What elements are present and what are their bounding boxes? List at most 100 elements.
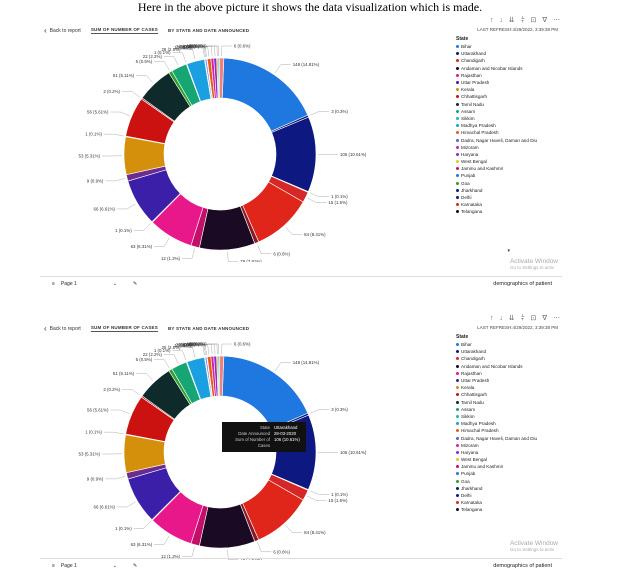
legend-swatch bbox=[456, 66, 459, 70]
legend-item[interactable]: Kerala bbox=[456, 86, 556, 93]
legend-swatch bbox=[456, 52, 459, 56]
back-to-report-button[interactable]: ‹ Back to report bbox=[44, 26, 81, 35]
tab-sum-cases[interactable]: SUM OF NUMBER OF CASES bbox=[90, 27, 158, 34]
data-label: 5 (0.5%) bbox=[179, 342, 196, 347]
label-leader-line bbox=[154, 61, 170, 71]
legend-item[interactable]: Jammu and Kashmir bbox=[456, 463, 556, 470]
legend-item[interactable]: Goa bbox=[456, 180, 556, 187]
label-leader-line bbox=[182, 248, 195, 259]
data-label: 56 (5.61%) bbox=[87, 110, 109, 115]
visual-toolbar[interactable]: ↑ ↓ ⇊ ⫩ ⊡ ∇ ⋯ bbox=[489, 17, 562, 24]
tooltip-value: 28-03-2020 bbox=[274, 431, 296, 436]
label-leader-line bbox=[285, 226, 303, 235]
legend-label: Chhattisgarh bbox=[461, 94, 488, 100]
data-label: 63 (6.31%) bbox=[131, 542, 153, 547]
legend-item[interactable]: Haryana bbox=[456, 449, 556, 456]
legend-item[interactable]: Tamil Nadu bbox=[456, 399, 556, 406]
legend-item[interactable]: Rajasthan bbox=[456, 72, 556, 79]
legend-item[interactable]: Telangana bbox=[456, 208, 556, 215]
legend-item[interactable]: Jammu and Kashmir bbox=[456, 165, 556, 172]
legend-item[interactable]: Karnataka bbox=[456, 201, 556, 208]
tab-sum-cases[interactable]: SUM OF NUMBER OF CASES bbox=[90, 325, 158, 332]
tab-by-state-date[interactable]: BY STATE AND DATE ANNOUNCED bbox=[167, 326, 250, 331]
legend-item[interactable]: Sikkim bbox=[456, 413, 556, 420]
donut-slice[interactable] bbox=[221, 57, 309, 132]
tab-by-state-date[interactable]: BY STATE AND DATE ANNOUNCED bbox=[167, 28, 250, 33]
legend-item[interactable]: Assam bbox=[456, 108, 556, 115]
data-label: 6 (0.6%) bbox=[234, 342, 251, 347]
legend-item[interactable]: Punjab bbox=[456, 470, 556, 477]
watermark-text: Activate Window bbox=[509, 258, 558, 265]
legend-item[interactable]: Dadra, Nagar Haveli, Daman and Diu bbox=[456, 434, 556, 441]
legend-item[interactable]: Madhya Pradesh bbox=[456, 420, 556, 427]
legend-item[interactable]: Karnataka bbox=[456, 499, 556, 506]
label-leader-line bbox=[163, 56, 179, 66]
donut-slice[interactable] bbox=[219, 355, 225, 397]
legend-item[interactable]: Punjab bbox=[456, 172, 556, 179]
legend-item[interactable]: Chandigarh bbox=[456, 355, 556, 362]
donut-slice[interactable] bbox=[219, 57, 225, 99]
legend-item[interactable]: Uttar Pradesh bbox=[456, 377, 556, 384]
back-label: Back to report bbox=[49, 27, 81, 34]
legend-label: Madhya Pradesh bbox=[461, 421, 496, 427]
legend-item[interactable]: Himachal Pradesh bbox=[456, 427, 556, 434]
legend-item[interactable]: Dadra, Nagar Haveli, Daman and Diu bbox=[456, 136, 556, 143]
legend-item[interactable]: Rajasthan bbox=[456, 370, 556, 377]
data-label: 66 (6.61%) bbox=[94, 206, 116, 211]
pin-icon[interactable]: ✎ bbox=[132, 563, 138, 569]
legend-more-icon[interactable]: ▾ bbox=[507, 248, 510, 254]
page-tab-name[interactable]: demographics of patient bbox=[493, 281, 552, 287]
watermark-text: Activate Window bbox=[509, 540, 558, 547]
legend-item[interactable]: Chandigarh bbox=[456, 57, 556, 64]
legend-item[interactable]: West Bengal bbox=[456, 456, 556, 463]
legend-swatch bbox=[456, 131, 459, 135]
data-label: 53 (5.31%) bbox=[79, 451, 101, 456]
label-leader-line bbox=[172, 350, 187, 361]
legend-item[interactable]: Telangana bbox=[456, 506, 556, 513]
legend-item[interactable]: Sikkim bbox=[456, 115, 556, 122]
legend-item[interactable]: Jharkhand bbox=[456, 485, 556, 492]
legend-item[interactable]: Mizoram bbox=[456, 144, 556, 151]
pin-icon[interactable]: ✎ bbox=[132, 281, 138, 287]
back-to-report-button[interactable]: ‹ Back to report bbox=[44, 324, 81, 333]
legend-item[interactable]: Uttarakhand bbox=[456, 50, 556, 57]
legend-item[interactable]: Himachal Pradesh bbox=[456, 129, 556, 136]
page-selector[interactable]: ≡ Page 1 ⌄ ✎ bbox=[52, 281, 137, 287]
legend-item[interactable]: Uttarakhand bbox=[456, 348, 556, 355]
legend-item[interactable]: Goa bbox=[456, 478, 556, 485]
legend-item[interactable]: Mizoram bbox=[456, 442, 556, 449]
donut-slice[interactable] bbox=[221, 355, 309, 430]
legend-label: Rajasthan bbox=[461, 370, 482, 376]
page-tab-name[interactable]: demographics of patient bbox=[493, 563, 552, 569]
legend-item[interactable]: Assam bbox=[456, 406, 556, 413]
legend-item[interactable]: Chhattisgarh bbox=[456, 93, 556, 100]
legend-item[interactable]: Chhattisgarh bbox=[456, 391, 556, 398]
legend-item[interactable]: Bihar bbox=[456, 43, 556, 50]
legend-swatch bbox=[456, 210, 459, 214]
legend-item[interactable]: Andaman and Nicobar Islands bbox=[456, 65, 556, 72]
data-label: 51 (5.11%) bbox=[113, 73, 135, 78]
legend-item[interactable]: Andaman and Nicobar Islands bbox=[456, 363, 556, 370]
legend-item[interactable]: Bihar bbox=[456, 341, 556, 348]
legend-item[interactable]: Tamil Nadu bbox=[456, 101, 556, 108]
data-label: 1 (0.1%) bbox=[331, 194, 348, 199]
legend-item[interactable]: Uttar Pradesh bbox=[456, 79, 556, 86]
legend-item[interactable]: Delhi bbox=[456, 492, 556, 499]
legend-label: Andaman and Nicobar Islands bbox=[461, 363, 523, 369]
legend-item[interactable]: Haryana bbox=[456, 151, 556, 158]
data-label: 5 (0.5%) bbox=[136, 59, 153, 64]
legend-item[interactable]: Jharkhand bbox=[456, 187, 556, 194]
legend-item[interactable]: Delhi bbox=[456, 194, 556, 201]
legend-item[interactable]: Madhya Pradesh bbox=[456, 122, 556, 129]
legend-swatch bbox=[456, 364, 459, 368]
label-leader-line bbox=[309, 490, 330, 495]
legend-label: Chandigarh bbox=[461, 58, 485, 64]
watermark: Activate Window Go to Settings to activ bbox=[510, 258, 558, 270]
legend-label: Uttar Pradesh bbox=[461, 378, 490, 384]
legend-item[interactable]: Kerala bbox=[456, 384, 556, 391]
page-selector[interactable]: ≡ Page 1 ⌄ ✎ bbox=[52, 563, 137, 569]
data-label: 1 (0.1%) bbox=[174, 45, 191, 50]
legend-item[interactable]: West Bengal bbox=[456, 158, 556, 165]
data-label: 9 (0.9%) bbox=[87, 178, 104, 183]
visual-toolbar[interactable]: ↑ ↓ ⇊ ⫩ ⊡ ∇ ⋯ bbox=[489, 315, 562, 322]
